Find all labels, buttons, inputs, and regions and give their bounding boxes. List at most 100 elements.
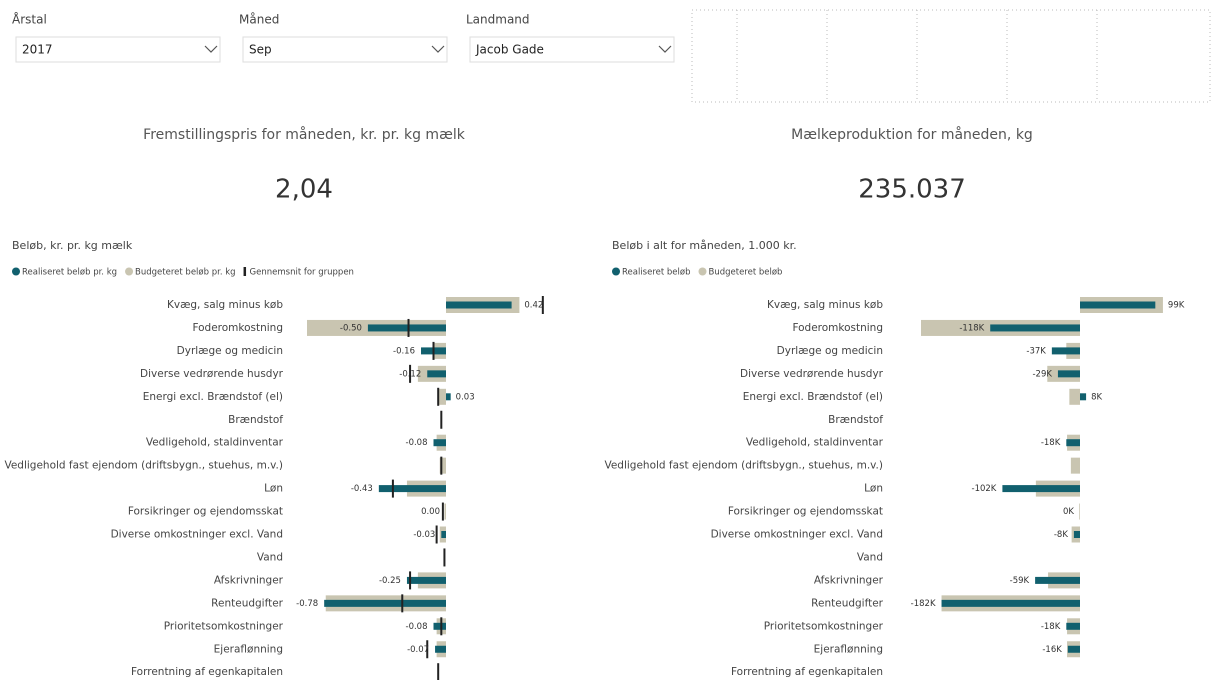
decor — [691, 9, 1211, 103]
category-label: Brændstof — [228, 414, 283, 426]
group-average — [440, 456, 443, 475]
value-label: -118K — [959, 323, 984, 333]
realized-bar — [1073, 531, 1080, 538]
category-label: Vedligehold, staldinventar — [146, 437, 284, 449]
category-label: Vedligehold fast ejendom (driftsbygn., s… — [604, 460, 883, 472]
realized-bar — [406, 576, 446, 584]
category-label: Vedligehold, staldinventar — [746, 437, 884, 449]
category-label: Løn — [864, 483, 883, 495]
category-label: Vand — [257, 551, 283, 563]
realized-bar — [446, 301, 512, 309]
value-label: 0.42 — [524, 301, 543, 311]
category-label: Energi excl. Brændstof (el) — [743, 391, 883, 403]
value-label: -18K — [1041, 622, 1061, 632]
slicer-value: Sep — [249, 43, 272, 57]
group-average — [435, 525, 438, 544]
realized-bar — [1080, 393, 1087, 401]
chart-title: Beløb i alt for måneden, 1.000 kr. — [612, 239, 797, 252]
slicer-label: Måned — [239, 13, 279, 27]
group-average — [440, 410, 443, 429]
category-label: Brændstof — [828, 414, 883, 426]
group-average — [409, 571, 412, 590]
card-value: 235.037 — [858, 175, 966, 205]
realized-bar — [1002, 485, 1080, 493]
realized-bar — [1080, 301, 1156, 309]
category-label: Kvæg, salg minus køb — [167, 299, 283, 311]
chevron — [204, 45, 218, 53]
category-label: Prioritetsomkostninger — [764, 620, 884, 632]
budget-bar — [1070, 457, 1080, 474]
realized-bar — [441, 531, 446, 538]
legend-label: Budgeteret beløb pr. kg — [135, 268, 236, 278]
category-label: Løn — [264, 483, 283, 495]
budget-bar — [444, 503, 446, 520]
value-label: -0.25 — [379, 576, 401, 586]
value-label: -0.78 — [296, 599, 318, 609]
value-label: -0.16 — [393, 346, 415, 356]
card-title: Mælkeproduktion for måneden, kg — [791, 126, 1033, 143]
realized-bar — [1066, 622, 1080, 630]
category-label: Forsikringer og ejendomsskat — [728, 506, 883, 518]
category-label: Renteudgifter — [811, 597, 884, 609]
value-label: -18K — [1041, 438, 1061, 448]
group-average — [443, 548, 446, 567]
legend-label: Realiseret beløb — [622, 268, 691, 278]
group-average — [432, 341, 435, 360]
value-label: 99K — [1168, 301, 1185, 311]
slicer-label: Landmand — [466, 13, 530, 27]
category-label: Diverse omkostninger excl. Vand — [111, 529, 283, 541]
realized-bar — [941, 599, 1080, 607]
value-label: -29K — [1032, 369, 1052, 379]
chart-title: Beløb, kr. pr. kg mælk — [12, 239, 133, 252]
category-label: Vedligehold fast ejendom (driftsbygn., s… — [4, 460, 283, 472]
realized-bar — [324, 599, 446, 607]
value-label: -8K — [1054, 530, 1068, 540]
slicer-box[interactable] — [469, 36, 675, 63]
value-label: 0.00 — [421, 507, 440, 517]
realized-bar — [367, 324, 446, 332]
legend-label: Realiseret beløb pr. kg — [22, 268, 117, 278]
group-average — [440, 617, 443, 636]
category-label: Renteudgifter — [211, 597, 284, 609]
value-label: -0.50 — [340, 323, 362, 333]
group-average — [441, 502, 444, 521]
slicer-box[interactable] — [15, 36, 221, 63]
category-label: Diverse vedrørende husdyr — [140, 368, 284, 380]
realized-bar — [1035, 576, 1080, 584]
legend-marker — [612, 267, 620, 276]
realized-bar — [1051, 347, 1080, 355]
category-label: Afskrivninger — [214, 574, 284, 586]
realized-bar — [1057, 370, 1080, 378]
category-label: Afskrivninger — [814, 574, 884, 586]
chevron — [658, 45, 672, 53]
group-average — [437, 663, 440, 680]
value-label: -16K — [1042, 645, 1062, 655]
group-average — [391, 479, 394, 498]
legend-label: Budgeteret beløb — [709, 268, 783, 278]
category-label: Energi excl. Brændstof (el) — [143, 391, 283, 403]
value-label: -59K — [1010, 576, 1030, 586]
category-label: Kvæg, salg minus køb — [767, 299, 883, 311]
category-label: Forrentning af egenkapitalen — [131, 666, 283, 678]
realized-bar — [1066, 439, 1080, 447]
value-label: -182K — [911, 599, 936, 609]
legend-marker — [698, 267, 707, 276]
group-average — [407, 318, 410, 337]
category-label: Foderomkostning — [792, 322, 883, 334]
slicer-value: Jacob Gade — [475, 43, 544, 57]
category-label: Diverse omkostninger excl. Vand — [711, 529, 883, 541]
legend-marker — [12, 267, 20, 276]
slicer-box[interactable] — [242, 36, 448, 63]
value-label: -0.03 — [413, 530, 435, 540]
card-title: Fremstillingspris for måneden, kr. pr. k… — [143, 126, 466, 143]
category-label: Foderomkostning — [192, 322, 283, 334]
budget-bar — [1079, 503, 1080, 520]
value-label: 8K — [1091, 392, 1102, 402]
group-average — [409, 364, 412, 383]
category-label: Ejeraflønning — [214, 643, 283, 655]
legend-label: Gennemsnit for gruppen — [250, 268, 354, 278]
value-label: -0.08 — [406, 622, 428, 632]
realized-bar — [1067, 645, 1080, 653]
value-label: -37K — [1026, 346, 1046, 356]
slicer-value: 2017 — [22, 43, 53, 57]
